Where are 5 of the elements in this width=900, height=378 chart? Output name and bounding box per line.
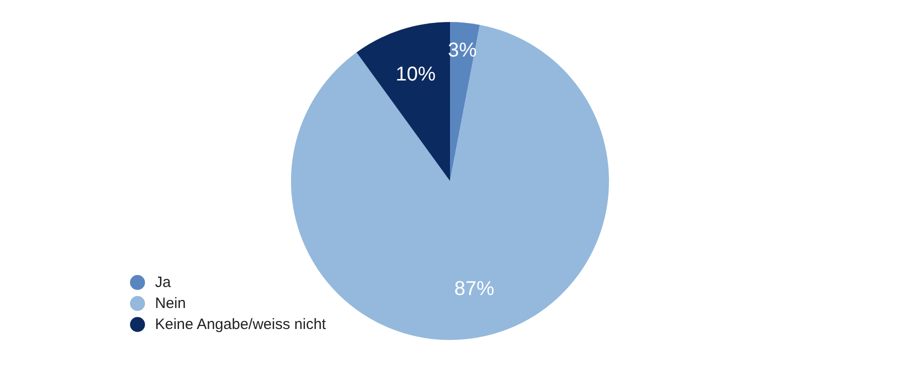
legend-label: Keine Angabe/weiss nicht [155,316,326,333]
legend-label: Nein [155,295,186,312]
legend-label: Ja [155,274,171,291]
data-label: 87% [454,278,495,300]
data-label: 10% [396,64,436,86]
